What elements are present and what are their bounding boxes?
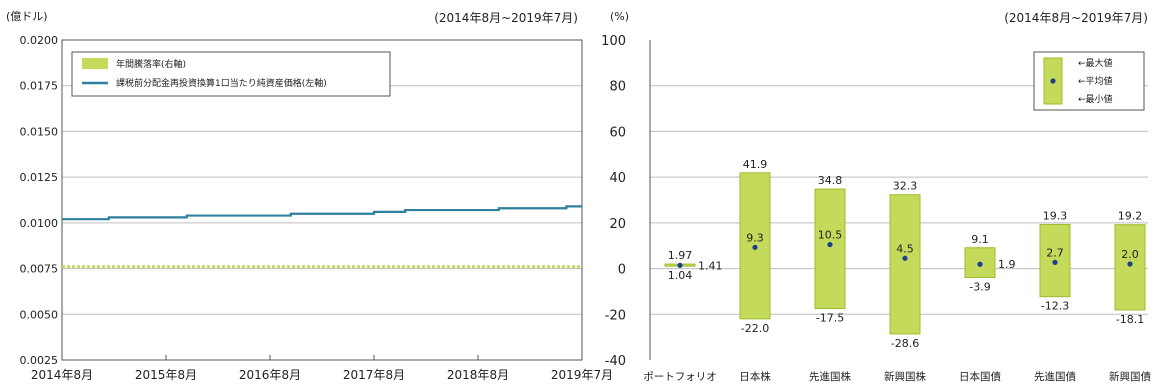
left-y-tick-label: 0.0025 (20, 354, 59, 367)
left-plot-frame (61, 39, 583, 361)
left-x-tick-labels: 2014年8月 2015年8月 2016年8月 2017年8月 2018年8月 2019年… (31, 355, 613, 382)
left-x-tick-label: 2017年8月 (343, 368, 405, 382)
max-value-label: 32.3 (893, 180, 918, 193)
avg-value-label: 2.0 (1121, 248, 1139, 261)
right-category-labels: ポートフォリオ 日本株 先進国株 新興国株 日本国債 先進国債 新興国債 (643, 370, 1151, 383)
category-label: ポートフォリオ (643, 371, 717, 383)
category-label: 先進国株 (809, 370, 851, 383)
right-y-tick-label: -40 (605, 354, 626, 369)
range-bar (1039, 223, 1071, 298)
mean-dot (902, 255, 908, 261)
left-y-axis-label: (億ドル) (6, 10, 48, 23)
legend-label-change: 年間騰落率(右軸) (116, 58, 186, 70)
left-x-tick-label: 2019年7月 (551, 368, 613, 382)
right-y-tick-label: 20 (609, 217, 626, 232)
category-label: 日本株 (739, 370, 771, 383)
right-bars: 1.97 1.04 1.41 41.9 -22.0 9.3 34.8 -17.5 10.5 32.… (664, 158, 1146, 350)
mean-dot (1052, 259, 1058, 265)
left-y-tick-label: 0.0125 (20, 171, 59, 184)
min-value-label: -28.6 (891, 337, 919, 350)
right-legend: ←最大値 ←平均値 ←最小値 (1033, 51, 1145, 111)
max-value-label: 19.2 (1118, 210, 1143, 223)
right-y-tick-label: 100 (601, 34, 626, 49)
right-y-tick-label: 60 (609, 125, 626, 140)
right-y-tick-label: -20 (605, 308, 626, 323)
range-bar (889, 194, 921, 335)
right-y-tick-label: 80 (609, 80, 626, 95)
left-series (62, 205, 582, 269)
range-bar (814, 188, 846, 310)
left-gridlines (62, 85, 582, 315)
avg-value-label: 1.9 (998, 258, 1016, 271)
category-label: 先進国債 (1034, 370, 1076, 383)
left-y-tick-label: 0.0200 (20, 34, 59, 47)
avg-value-label: 1.41 (698, 259, 723, 272)
left-y-tick-label: 0.0050 (20, 308, 59, 321)
min-value-label: 1.04 (668, 269, 693, 282)
max-value-label: 19.3 (1043, 209, 1068, 222)
max-value-label: 41.9 (743, 158, 768, 171)
left-y-tick-label: 0.0150 (20, 125, 59, 138)
min-value-label: -12.3 (1041, 300, 1069, 313)
min-value-label: -3.9 (969, 280, 990, 293)
right-y-axis-label: (%) (610, 10, 629, 23)
min-value-label: -22.0 (741, 322, 769, 335)
right-y-tick-label: 0 (618, 263, 626, 278)
right-y-tick-label: 40 (609, 171, 626, 186)
right-chart-title: (2014年8月~2019年7月) (1004, 11, 1148, 25)
right-y-tick-labels: 100 80 60 40 20 0 -20 -40 (601, 34, 626, 369)
left-y-tick-label: 0.0100 (20, 217, 59, 230)
min-value-label: -17.5 (816, 312, 844, 325)
left-y-tick-labels: 0.0200 0.0175 0.0150 0.0125 0.0100 0.0075 0.00… (20, 34, 59, 367)
avg-value-label: 9.3 (746, 231, 764, 244)
max-value-label: 1.97 (668, 249, 693, 262)
left-x-tick-label: 2018年8月 (447, 368, 509, 382)
legend-label-nav: 課税前分配金再投資換算1口当たり純資産価格(左軸) (116, 77, 327, 89)
mean-dot (677, 262, 683, 268)
legend-label-max: ←最大値 (1078, 57, 1113, 69)
min-value-label: -18.1 (1116, 313, 1144, 326)
legend-label-min: ←最小値 (1078, 93, 1113, 105)
right-chart: (%) (2014年8月~2019年7月) 100 80 60 40 20 0 -20 -40… (601, 10, 1151, 383)
avg-value-label: 2.7 (1046, 246, 1064, 259)
left-x-tick-label: 2015年8月 (135, 368, 197, 382)
max-value-label: 34.8 (818, 174, 843, 187)
nav-series-line (62, 205, 582, 221)
avg-value-label: 4.5 (896, 242, 914, 255)
mean-dot (827, 241, 833, 248)
mean-dot (1127, 261, 1133, 267)
max-value-label: 9.1 (971, 233, 989, 246)
avg-value-label: 10.5 (818, 229, 843, 242)
left-y-tick-label: 0.0175 (20, 80, 59, 93)
left-y-tick-label: 0.0075 (20, 263, 59, 276)
left-legend: 年間騰落率(右軸) 課税前分配金再投資換算1口当たり純資産価格(左軸) (71, 51, 391, 97)
mean-dot (977, 261, 983, 267)
left-x-tick-label: 2014年8月 (31, 368, 93, 382)
legend-label-avg: ←平均値 (1078, 75, 1113, 87)
left-chart-title: (2014年8月~2019年7月) (434, 11, 578, 25)
category-label: 新興国債 (1109, 370, 1151, 383)
left-x-tick-label: 2016年8月 (239, 368, 301, 382)
left-chart: (億ドル) (2014年8月~2019年7月) 0.0200 0.0175 0.01… (6, 10, 613, 382)
mean-dot (752, 244, 758, 250)
range-bar (1114, 224, 1146, 311)
legend-mean-dot (1050, 78, 1056, 84)
legend-swatch-change (82, 58, 108, 69)
left-legend-box (71, 51, 391, 97)
category-label: 新興国株 (884, 370, 926, 383)
category-label: 日本国債 (959, 370, 1001, 383)
